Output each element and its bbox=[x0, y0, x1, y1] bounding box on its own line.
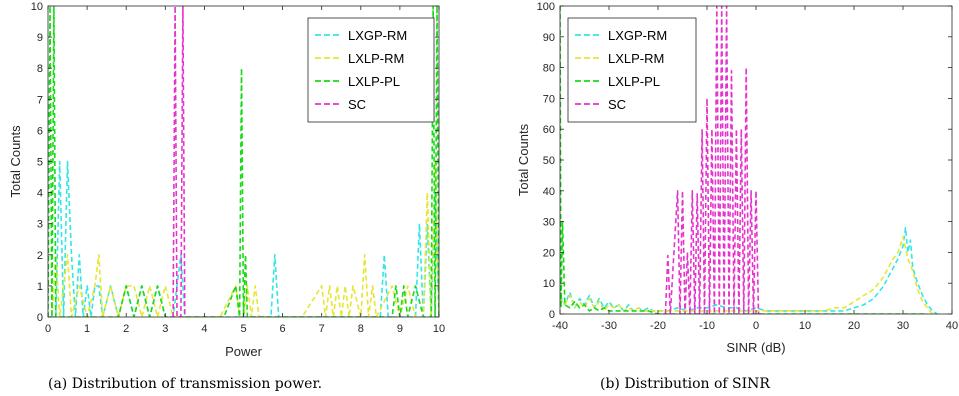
y-tick-label: 9 bbox=[37, 32, 43, 44]
x-axis-label: Power bbox=[225, 344, 263, 359]
y-tick-label: 100 bbox=[537, 1, 555, 13]
legend: LXGP-RM LXLP-RM LXLP-PL SC bbox=[307, 17, 435, 123]
x-tick-label: 6 bbox=[280, 323, 286, 335]
x-tick-label: 0 bbox=[753, 320, 759, 332]
y-tick-label: 20 bbox=[543, 247, 555, 259]
x-tick-label: -30 bbox=[601, 320, 617, 332]
panel-sinr: -40 -30 -20 -10 0 10 20 30 40 0 10 20 30 40 50 60 70 80 90… bbox=[516, 1, 958, 355]
series-line-lxlp-rm bbox=[51, 160, 439, 317]
legend-label-lxgp-rm: LXGP-RM bbox=[348, 28, 407, 43]
series-line-lxgp-rm bbox=[50, 160, 439, 317]
x-tick-label: 40 bbox=[946, 320, 958, 332]
y-tick-label: 0 bbox=[549, 309, 555, 321]
y-tick-label: 4 bbox=[37, 188, 43, 200]
y-tick-label: 30 bbox=[543, 217, 555, 229]
caption-a: (a) Distribution of transmission power. bbox=[48, 376, 322, 392]
x-tick-label: 0 bbox=[45, 323, 51, 335]
y-tick-label: 60 bbox=[543, 124, 555, 136]
legend-label-lxlp-pl: LXLP-PL bbox=[348, 74, 400, 89]
y-tick-label: 8 bbox=[37, 63, 43, 75]
x-tick-label: 2 bbox=[123, 323, 129, 335]
series-line-lxlp-rm bbox=[560, 236, 934, 314]
x-tick-label: 10 bbox=[433, 323, 445, 335]
x-tick-label: 9 bbox=[397, 323, 403, 335]
x-tick-label: -20 bbox=[650, 320, 666, 332]
x-tick-label: 1 bbox=[84, 323, 90, 335]
x-tick-label: 30 bbox=[897, 320, 909, 332]
x-tick-label: -40 bbox=[552, 320, 568, 332]
legend-label-lxlp-rm: LXLP-RM bbox=[608, 51, 664, 66]
x-tick-label: 20 bbox=[848, 320, 860, 332]
y-tick-label: 3 bbox=[37, 219, 43, 231]
y-axis-label: Total Counts bbox=[516, 123, 531, 196]
y-tick-label: 10 bbox=[31, 1, 43, 13]
x-axis-label: SINR (dB) bbox=[726, 340, 785, 355]
y-tick-label: 7 bbox=[37, 94, 43, 106]
y-tick-label: 70 bbox=[543, 93, 555, 105]
x-tick-label: 4 bbox=[201, 323, 207, 335]
x-tick-label: 7 bbox=[319, 323, 325, 335]
y-tick-label: 10 bbox=[543, 278, 555, 290]
x-tick-label: 10 bbox=[799, 320, 811, 332]
legend-label-lxgp-rm: LXGP-RM bbox=[608, 28, 667, 43]
legend-label-sc: SC bbox=[608, 97, 626, 112]
y-tick-label: 6 bbox=[37, 125, 43, 137]
y-axis-label: Total Counts bbox=[8, 125, 23, 198]
y-tick-label: 5 bbox=[37, 157, 43, 169]
panel-transmission-power: 0 1 2 3 4 5 6 7 8 9 10 0 1 2 3 4 5 6 7 8 9 10 Power Total Count… bbox=[8, 1, 445, 359]
legend-label-lxlp-pl: LXLP-PL bbox=[608, 74, 660, 89]
legend-label-lxlp-rm: LXLP-RM bbox=[348, 51, 404, 66]
series-line-lxlp-pl bbox=[560, 6, 928, 314]
series-line-sc bbox=[664, 6, 761, 314]
x-tick-label: -10 bbox=[699, 320, 715, 332]
caption-b: (b) Distribution of SINR bbox=[600, 376, 770, 392]
series-line-lxgp-rm bbox=[560, 227, 938, 314]
series-line-sc bbox=[172, 6, 186, 317]
x-tick-label: 3 bbox=[162, 323, 168, 335]
x-tick-label: 5 bbox=[240, 323, 246, 335]
x-tick-label: 8 bbox=[358, 323, 364, 335]
y-tick-label: 50 bbox=[543, 155, 555, 167]
y-tick-label: 1 bbox=[37, 281, 43, 293]
y-tick-label: 90 bbox=[543, 32, 555, 44]
legend: LXGP-RM LXLP-RM LXLP-PL SC bbox=[567, 17, 697, 123]
legend-label-sc: SC bbox=[348, 97, 366, 112]
y-tick-label: 0 bbox=[37, 312, 43, 324]
y-tick-label: 40 bbox=[543, 186, 555, 198]
y-tick-label: 80 bbox=[543, 63, 555, 75]
y-tick-label: 2 bbox=[37, 250, 43, 262]
